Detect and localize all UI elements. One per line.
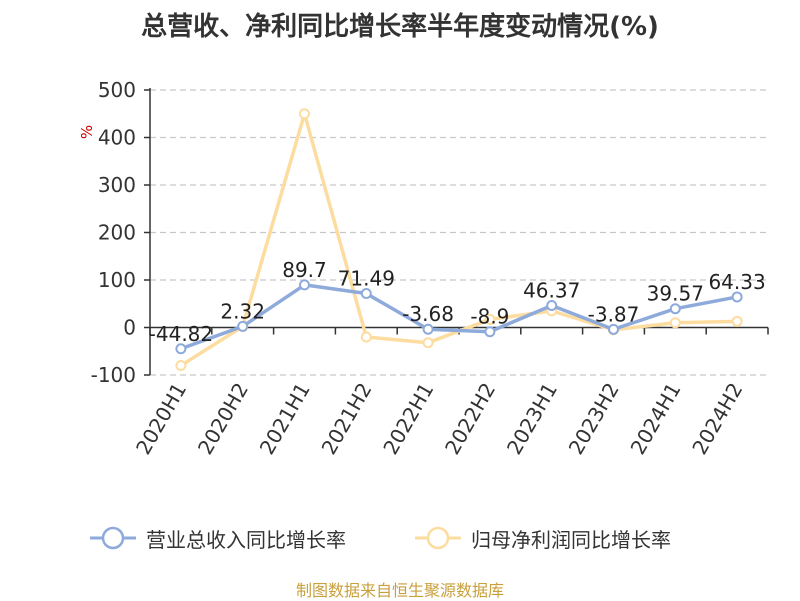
chart-title: 总营收、净利同比增长率半年度变动情况(%): [141, 12, 659, 42]
data-label: 39.57: [647, 282, 704, 306]
source-note: 制图数据来自恒生聚源数据库: [295, 581, 504, 600]
series-line-0: [180, 283, 738, 351]
data-point: [299, 279, 310, 291]
x-tick-label: 2021H2: [317, 379, 377, 459]
y-axis-label: %: [78, 125, 96, 139]
data-label: -44.82: [149, 322, 213, 346]
x-tick-label: 2024H2: [687, 379, 747, 459]
legend-swatch-profit: [415, 526, 461, 550]
data-point: [237, 320, 249, 332]
data-point: [175, 360, 187, 371]
y-tick-label: -100: [91, 363, 136, 387]
legend-label-profit: 归母净利润同比增长率: [471, 527, 671, 552]
data-point: [731, 291, 743, 303]
x-tick-label: 2020H2: [193, 379, 253, 459]
data-label: 71.49: [338, 267, 395, 291]
x-tick-label: 2022H2: [440, 379, 500, 459]
data-point: [484, 326, 496, 338]
data-point: [360, 288, 372, 300]
data-label: 46.37: [523, 278, 580, 302]
data-label: -3.87: [588, 302, 640, 326]
y-tick-label: 500: [98, 78, 136, 102]
data-point: [608, 323, 619, 335]
data-point: [669, 317, 681, 329]
data-point: [422, 337, 434, 349]
y-tick-label: 100: [98, 268, 136, 292]
x-tick-label: 2021H1: [255, 379, 315, 459]
data-label: -3.68: [402, 302, 454, 326]
x-tick-label: 2023H2: [564, 379, 624, 459]
y-tick-label: 400: [98, 126, 136, 150]
y-tick-label: 200: [98, 221, 136, 245]
data-point: [175, 343, 187, 355]
legend-item-profit[interactable]: 归母净利润同比增长率: [415, 520, 671, 556]
data-label: -8.9: [470, 305, 509, 329]
grid-lines: [150, 89, 768, 376]
y-tick-label: 0: [123, 316, 136, 340]
legend-label-revenue: 营业总收入同比增长率: [146, 527, 346, 552]
data-label: 89.7: [282, 258, 327, 282]
data-label: 2.32: [220, 299, 265, 323]
x-tick-label: 2022H1: [378, 378, 438, 458]
data-labels: -44.82 2.32 89.7 71.49 -3.68 -8.9 46.37 -3.87 39…: [149, 258, 766, 346]
data-point: [360, 331, 372, 343]
data-point: [299, 108, 310, 120]
data-point: [731, 315, 743, 327]
x-tick-label: 2020H1: [131, 379, 191, 459]
x-tick-label: 2024H1: [626, 379, 686, 459]
data-label: 64.33: [708, 270, 765, 294]
series: [175, 108, 743, 371]
y-tick-label: 300: [98, 173, 136, 197]
x-tick-label: 2023H1: [502, 379, 562, 459]
data-point: [422, 323, 434, 335]
data-point: [546, 299, 558, 311]
legend-item-revenue[interactable]: 营业总收入同比增长率: [90, 520, 346, 556]
legend-swatch-revenue: [90, 526, 136, 550]
data-point: [484, 313, 496, 325]
data-point: [669, 303, 681, 315]
